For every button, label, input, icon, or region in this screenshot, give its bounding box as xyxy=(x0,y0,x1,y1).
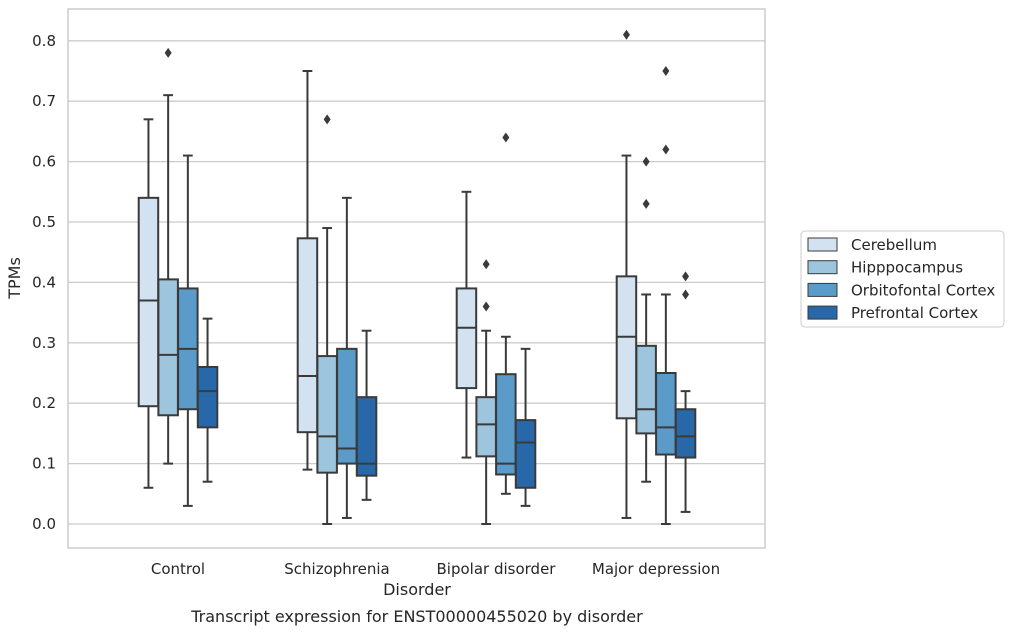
y-tick-label: 0.7 xyxy=(32,92,56,110)
legend-label: Hipppocampus xyxy=(851,259,963,277)
box-prefrontal-cortex-0 xyxy=(196,317,219,483)
box-iqr xyxy=(455,287,478,390)
outlier-point xyxy=(482,301,490,312)
y-axis-title: TPMs xyxy=(5,257,24,300)
legend: Cerebellum Hipppocampus Orbitofontal Corte… xyxy=(800,230,1005,328)
y-tick-label: 0.3 xyxy=(32,334,56,352)
box-iqr xyxy=(615,275,638,420)
box-iqr xyxy=(336,347,358,465)
legend-swatch xyxy=(807,237,838,252)
x-tick-label: Bipolar disorder xyxy=(437,560,557,578)
box-prefrontal-cortex-2 xyxy=(514,347,537,507)
y-tick-label: 0.0 xyxy=(32,515,56,533)
outlier-point xyxy=(642,156,650,167)
box-hipppocampus-0 xyxy=(157,47,179,465)
box-cerebellum-1 xyxy=(296,70,319,471)
x-axis-title: Disorder xyxy=(383,580,451,599)
box-orbitofontal-cortex-2 xyxy=(495,132,517,495)
outlier-point xyxy=(662,144,670,155)
box-hipppocampus-3 xyxy=(635,156,657,483)
legend-swatch xyxy=(807,305,838,320)
box-orbitofontal-cortex-0 xyxy=(177,154,199,507)
legend-frame xyxy=(800,230,1005,328)
outlier-point xyxy=(323,114,331,125)
box-iqr xyxy=(296,237,319,434)
box-series-group xyxy=(137,29,697,525)
box-cerebellum-3 xyxy=(615,29,638,519)
chart-caption: Transcript expression for ENST0000045502… xyxy=(190,607,643,626)
box-iqr xyxy=(514,419,537,489)
y-tick-label: 0.8 xyxy=(32,32,56,50)
y-tick-label: 0.4 xyxy=(32,273,56,291)
box-iqr xyxy=(316,355,338,474)
box-hipppocampus-1 xyxy=(316,114,338,525)
box-iqr xyxy=(196,365,219,429)
box-iqr xyxy=(655,372,677,456)
y-tick-label: 0.5 xyxy=(32,213,56,231)
box-iqr xyxy=(137,196,160,408)
outlier-point xyxy=(642,198,650,209)
box-hipppocampus-2 xyxy=(475,259,497,525)
plot-area-frame xyxy=(67,8,766,549)
legend-label: Orbitofontal Cortex xyxy=(851,281,995,299)
x-tick-label: Schizophrenia xyxy=(284,560,389,578)
outlier-point xyxy=(164,47,172,58)
legend-label: Cerebellum xyxy=(851,236,937,254)
y-tick-label: 0.2 xyxy=(32,394,56,412)
legend-swatch xyxy=(807,282,838,297)
legend-swatch xyxy=(807,260,838,275)
box-orbitofontal-cortex-3 xyxy=(655,66,677,525)
outlier-point xyxy=(622,29,630,40)
legend-label: Prefrontal Cortex xyxy=(851,304,978,322)
box-prefrontal-cortex-3 xyxy=(674,271,697,513)
x-tick-label: Control xyxy=(151,560,205,578)
outlier-point xyxy=(502,132,510,143)
box-iqr xyxy=(495,373,517,476)
y-tick-labels: 0.0 0.1 0.2 0.3 0.4 0.5 0.6 0.7 0.8 xyxy=(32,32,56,533)
box-cerebellum-0 xyxy=(137,118,160,489)
box-iqr xyxy=(475,396,497,458)
outlier-point xyxy=(682,271,690,282)
box-iqr xyxy=(635,344,657,435)
box-iqr xyxy=(674,408,697,459)
outlier-point xyxy=(482,259,490,270)
box-cerebellum-2 xyxy=(455,190,478,459)
outlier-point xyxy=(662,66,670,76)
box-iqr xyxy=(355,396,378,477)
x-tick-labels: Control Schizophrenia Bipolar disorder Majo… xyxy=(151,560,720,578)
box-iqr xyxy=(157,278,179,417)
y-tick-label: 0.1 xyxy=(32,455,56,473)
outlier-point xyxy=(682,289,690,300)
box-orbitofontal-cortex-1 xyxy=(336,196,358,519)
box-prefrontal-cortex-1 xyxy=(355,329,378,501)
y-tick-label: 0.6 xyxy=(32,153,56,171)
x-tick-label: Major depression xyxy=(592,560,720,578)
